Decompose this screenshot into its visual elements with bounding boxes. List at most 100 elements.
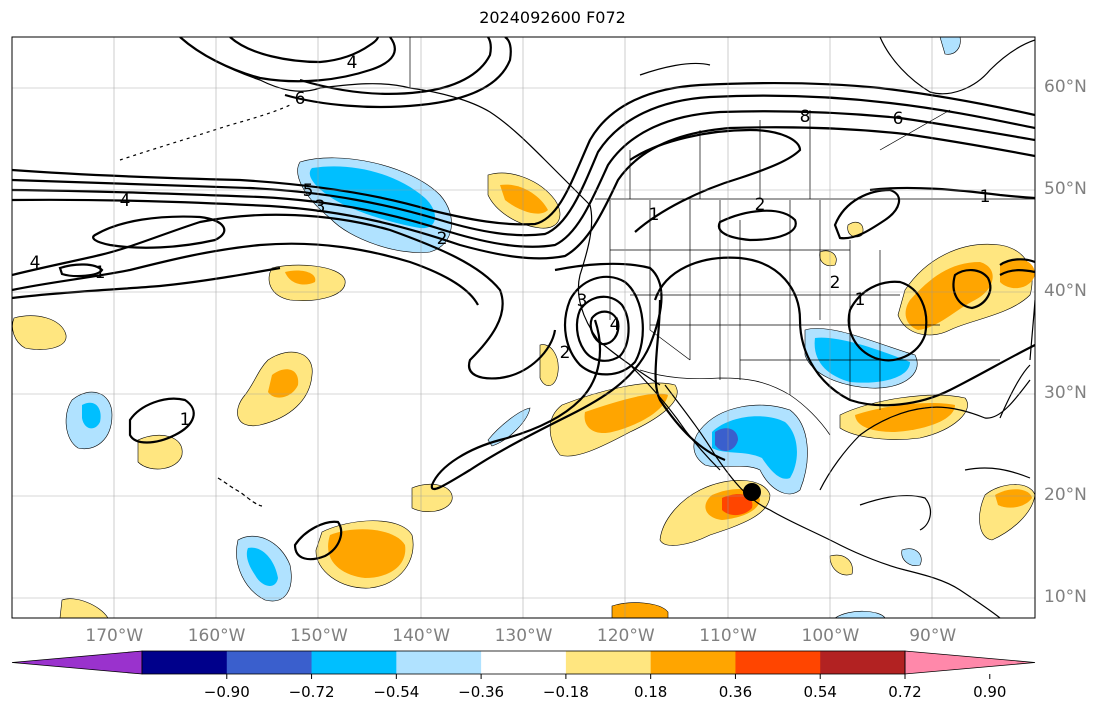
contour-label: 2 xyxy=(755,195,766,215)
positive-anomaly-central-pacific-1-core xyxy=(285,270,316,285)
contour-label: 5 xyxy=(303,181,314,201)
colorbar-segment xyxy=(820,651,906,674)
colorbar-tick-label: 0.54 xyxy=(803,683,837,701)
colorbar xyxy=(11,650,1036,679)
contour-central-closed-1 xyxy=(717,209,797,242)
contour-north-band-2 xyxy=(12,94,1035,237)
baja-california xyxy=(629,364,721,471)
contour-label: 1 xyxy=(855,290,866,310)
lon-label-100W: 100°W xyxy=(801,626,860,646)
contour-closed-low-california-inner-1 xyxy=(575,295,630,362)
plot-title: 2024092600 F072 xyxy=(479,8,626,27)
graticule xyxy=(12,37,1035,618)
colorbar-segment xyxy=(311,651,397,674)
lon-label-160W: 160°W xyxy=(187,626,246,646)
positive-anomaly-small-hawaii xyxy=(137,434,183,470)
political-borders xyxy=(409,37,1035,436)
negative-anomaly-tropical-west-core xyxy=(246,547,278,586)
lon-label-170W: 170°W xyxy=(85,626,144,646)
contour-label: 3 xyxy=(577,291,588,311)
contour-label: 1 xyxy=(980,187,991,207)
contour-big-interior-1 xyxy=(653,256,1035,407)
contour-lines xyxy=(12,37,1035,561)
positive-anomaly-south-edge xyxy=(59,598,109,618)
contour-great-lakes-loop xyxy=(847,280,928,362)
colorbar-tick-label: −0.90 xyxy=(203,683,250,701)
negative-anomaly-hawaii-west-core xyxy=(82,402,101,429)
contour-closed-high-west xyxy=(92,215,226,249)
lat-label-20N: 20°N xyxy=(1044,484,1087,505)
hudson-bay xyxy=(879,37,1035,95)
contour-north-band-4 xyxy=(12,126,1035,260)
positive-anomaly-caribbean-core xyxy=(995,489,1032,508)
lat-label-30N: 30°N xyxy=(1044,382,1087,403)
lon-label-130W: 130°W xyxy=(494,626,553,646)
contour-east-canada-3 xyxy=(999,269,1035,276)
contour-label: 2 xyxy=(437,229,448,249)
arctic-islands xyxy=(639,62,711,76)
positive-anomaly-pacific-northwest-core xyxy=(500,184,548,214)
colorbar-extend-high xyxy=(904,650,1036,675)
contour-north-band-6 xyxy=(12,242,479,306)
tropical-cyclone-marker xyxy=(743,483,761,501)
negative-anomaly-subtropical-sliver xyxy=(487,407,531,447)
coastlines xyxy=(119,37,1035,618)
canada-province-5 xyxy=(879,109,951,151)
colorbar-tick-label: −0.72 xyxy=(288,683,335,701)
colorbar-frame xyxy=(141,650,906,675)
contour-labels: 4 4 6 5 4 3 2 1 1 2 3 4 1 2 6 8 1 2 1 xyxy=(30,53,991,430)
contour-east-canada-2 xyxy=(999,258,1035,266)
contour-alaska-loop-2 xyxy=(229,37,380,64)
colorbar-tick-label: 0.36 xyxy=(718,683,753,701)
strong-negative-anomaly-mexico xyxy=(715,428,738,452)
hawaii-islands xyxy=(217,477,263,507)
positive-anomaly-tropical-pacific-core xyxy=(328,529,406,578)
contour-label: 4 xyxy=(120,191,131,211)
contour-closed-mid-pacific-1 xyxy=(128,397,195,444)
lon-label-150W: 150°W xyxy=(290,626,348,646)
colorbar-segment xyxy=(396,651,482,674)
colorbar-segment xyxy=(565,651,652,674)
contour-closed-low-california-inner-2 xyxy=(589,310,620,346)
cuba xyxy=(964,467,1031,479)
contour-alaska-loop-1 xyxy=(179,37,396,83)
contour-label: 4 xyxy=(610,315,621,335)
positive-anomaly-subtropical-band-core xyxy=(584,393,668,434)
contour-north-band-7 xyxy=(12,266,281,300)
contour-label: 4 xyxy=(347,53,358,73)
contour-north-band-3 xyxy=(12,110,1035,248)
lon-label-90W: 90°W xyxy=(909,626,957,646)
us-mexico-border xyxy=(639,369,831,436)
contour-east-canada-1 xyxy=(869,186,1035,200)
positive-anomaly-northeast-core xyxy=(1000,259,1035,289)
contour-label: 8 xyxy=(800,107,811,127)
positive-anomaly-central-plains xyxy=(847,221,864,238)
lon-label-110W: 110°W xyxy=(699,626,757,646)
contour-small-closed-west xyxy=(58,263,104,278)
colorbar-extend-low xyxy=(11,650,143,675)
positive-anomaly-gulf-coast-core xyxy=(855,403,955,432)
positive-anomaly-central-plains-2 xyxy=(819,250,837,267)
contour-label: 4 xyxy=(30,253,41,273)
colorbar-tick-label: 0.18 xyxy=(633,683,668,701)
colorbar-segment xyxy=(226,651,313,674)
colorbar-tick-label: −0.54 xyxy=(373,683,420,701)
contour-label: 1 xyxy=(649,205,660,225)
colorbar-tick-label: −0.36 xyxy=(458,683,505,701)
contour-north-plains xyxy=(629,128,802,233)
positive-anomaly-southwest-bay xyxy=(829,554,853,576)
colorbar-segment xyxy=(481,651,567,674)
positive-anomaly-far-west xyxy=(12,315,67,350)
contour-north-band-5 xyxy=(12,213,557,380)
contour-label: 6 xyxy=(893,109,904,129)
contour-label: 1 xyxy=(180,410,191,430)
lat-label-50N: 50°N xyxy=(1044,178,1087,199)
contour-alaska-loop-3 xyxy=(284,37,512,109)
contour-big-interior-2 xyxy=(654,299,726,462)
colorbar-segment xyxy=(735,651,821,674)
lat-label-10N: 10°N xyxy=(1044,586,1087,607)
contour-label: 6 xyxy=(295,89,306,109)
positive-anomaly-west-tropic xyxy=(411,484,453,513)
shaded-anomaly-fields xyxy=(12,37,1035,618)
